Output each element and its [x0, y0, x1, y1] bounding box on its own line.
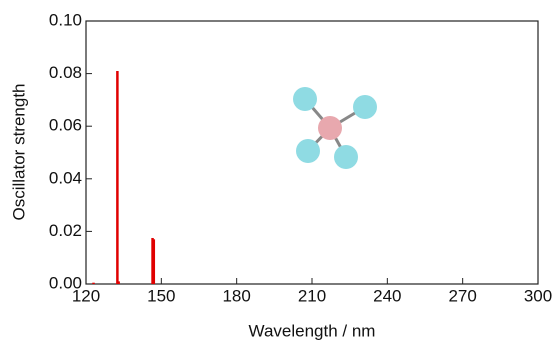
molecule-image — [293, 87, 377, 169]
x-tick-label: 240 — [373, 286, 401, 305]
y-tick-label: 0.04 — [49, 168, 82, 187]
y-tick-label: 0.00 — [49, 273, 82, 292]
y-tick-label: 0.08 — [49, 63, 82, 82]
y-tick-label: 0.02 — [49, 221, 82, 240]
y-axis-label: Oscillator strength — [9, 84, 28, 221]
y-tick-label: 0.10 — [49, 10, 82, 29]
x-tick-label: 180 — [222, 286, 250, 305]
x-tick-label: 300 — [524, 286, 552, 305]
x-tick-label: 150 — [147, 286, 175, 305]
x-tick-label: 210 — [298, 286, 326, 305]
x-tick-label: 270 — [448, 286, 476, 305]
chart: Wavelength / nm Oscillator strength 1201… — [0, 0, 558, 346]
x-axis-label: Wavelength / nm — [249, 321, 376, 340]
y-tick-label: 0.06 — [49, 116, 82, 135]
